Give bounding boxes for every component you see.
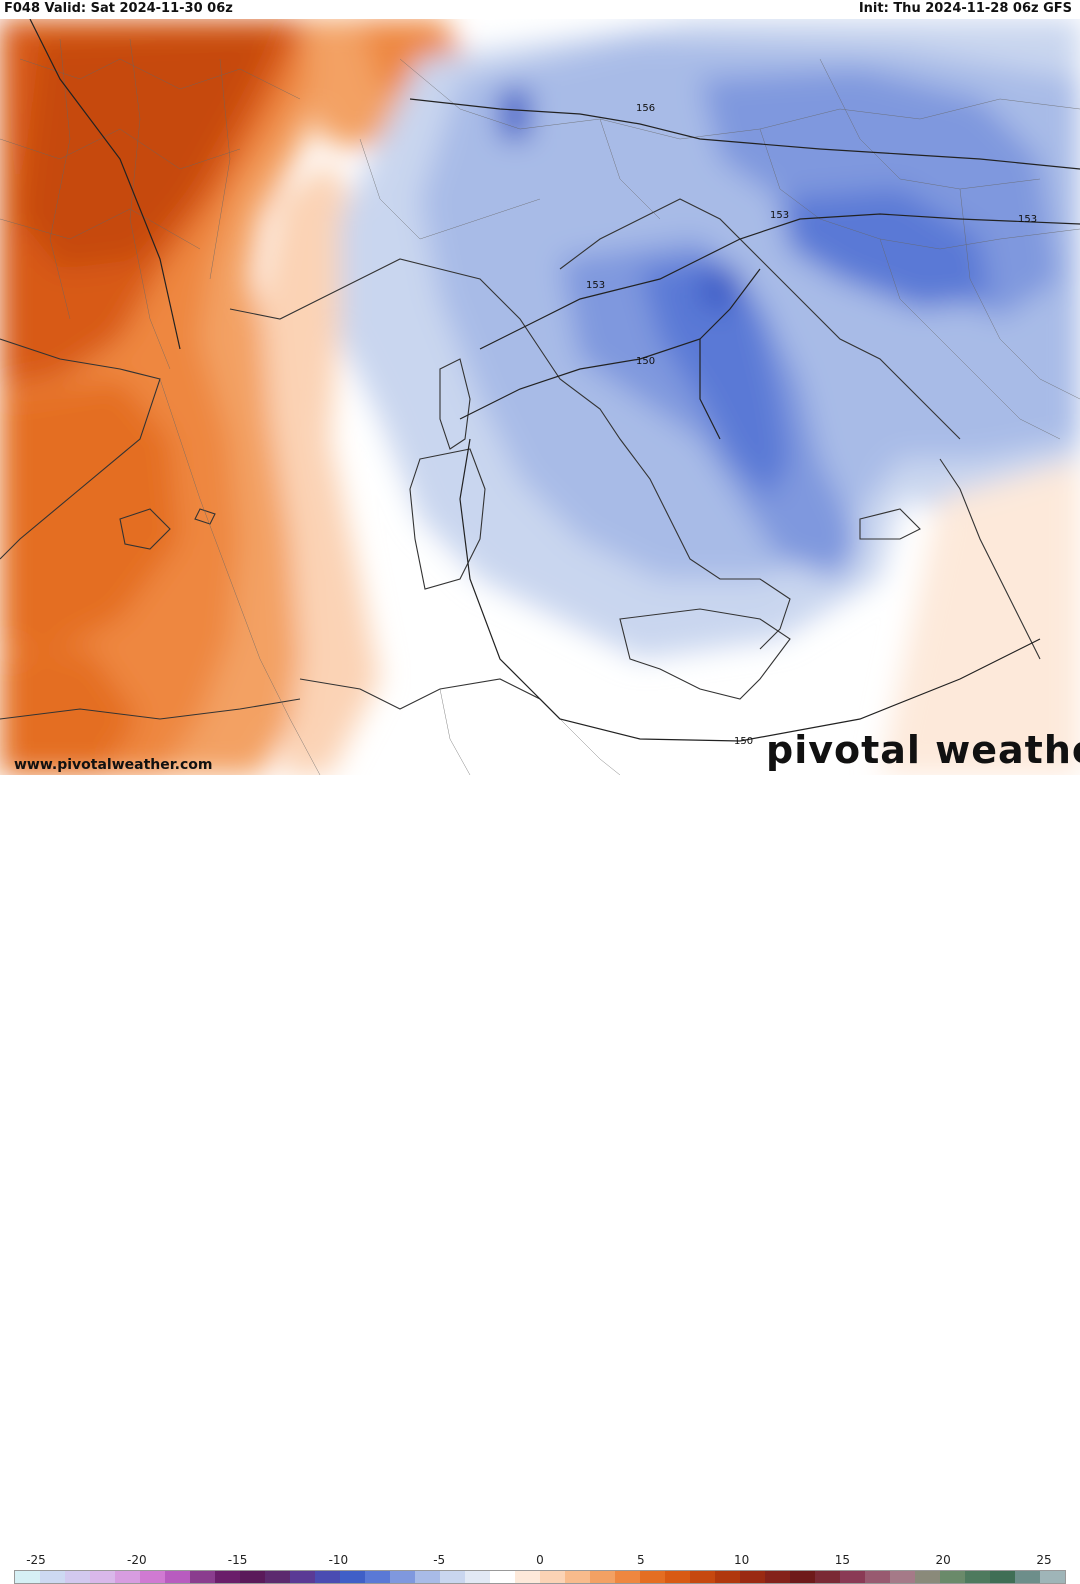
legend-swatch — [515, 1571, 540, 1583]
legend-swatch — [540, 1571, 565, 1583]
legend-swatch — [840, 1571, 865, 1583]
legend-swatch — [265, 1571, 290, 1583]
legend-swatch — [1040, 1571, 1065, 1583]
temperature-map: 156 153 153 153 150 150 — [0, 19, 1080, 775]
legend-swatch — [690, 1571, 715, 1583]
legend-swatch — [990, 1571, 1015, 1583]
legend-swatch — [165, 1571, 190, 1583]
legend-swatch — [90, 1571, 115, 1583]
header-bar: F048 Valid: Sat 2024-11-30 06z Init: Thu… — [0, 0, 1080, 19]
temperature-field — [0, 19, 1080, 775]
legend-tick-label: 25 — [1036, 1553, 1052, 1567]
legend-swatch — [765, 1571, 790, 1583]
contour-label: 150 — [734, 736, 753, 747]
legend-tick-label: -25 — [26, 1553, 46, 1567]
legend-tick-label: 20 — [935, 1553, 951, 1567]
legend-tick-label: -15 — [227, 1553, 248, 1567]
legend-swatch — [465, 1571, 490, 1583]
contour-labels: 156 153 153 153 150 150 — [586, 103, 1037, 747]
legend-swatch — [590, 1571, 615, 1583]
legend-tick-label: 15 — [834, 1553, 851, 1567]
contour-label: 153 — [1018, 214, 1037, 225]
legend-swatch — [415, 1571, 440, 1583]
legend-swatch — [365, 1571, 390, 1583]
legend-swatch — [865, 1571, 890, 1583]
legend-swatch — [440, 1571, 465, 1583]
admin-borders — [0, 38, 1080, 775]
legend-swatch — [40, 1571, 65, 1583]
legend-swatch — [965, 1571, 990, 1583]
legend-swatch — [290, 1571, 315, 1583]
legend-tick-label: -5 — [433, 1553, 446, 1567]
legend-swatch — [890, 1571, 915, 1583]
coastlines — [0, 198, 1041, 720]
legend-swatch — [790, 1571, 815, 1583]
legend-swatch — [140, 1571, 165, 1583]
valid-time-label: F048 Valid: Sat 2024-11-30 06z — [4, 1, 233, 16]
legend-swatch — [315, 1571, 340, 1583]
legend-swatch — [940, 1571, 965, 1583]
legend-swatch — [565, 1571, 590, 1583]
brand-watermark: pivotal weather — [766, 728, 1080, 772]
color-legend: -25 -20 -15 -10 -5 0 5 10 15 20 25 — [0, 775, 1080, 1584]
contour-label: 150 — [636, 356, 655, 367]
site-url[interactable]: www.pivotalweather.com — [14, 757, 213, 773]
contour-label: 153 — [586, 280, 605, 291]
init-time-label: Init: Thu 2024-11-28 06z GFS — [858, 1, 1072, 16]
legend-swatch — [615, 1571, 640, 1583]
legend-swatch — [15, 1571, 40, 1583]
legend-swatch — [65, 1571, 90, 1583]
legend-ticks: -25 -20 -15 -10 -5 0 5 10 15 20 25 — [0, 1553, 1080, 1569]
legend-swatch — [640, 1571, 665, 1583]
legend-swatch — [665, 1571, 690, 1583]
legend-swatch — [240, 1571, 265, 1583]
legend-swatch — [115, 1571, 140, 1583]
height-contours — [29, 19, 1080, 742]
legend-swatch — [915, 1571, 940, 1583]
legend-swatch — [340, 1571, 365, 1583]
legend-swatch — [815, 1571, 840, 1583]
legend-swatch — [715, 1571, 740, 1583]
legend-colorbar — [14, 1570, 1066, 1584]
legend-tick-label: -20 — [126, 1553, 147, 1567]
legend-swatch — [740, 1571, 765, 1583]
legend-swatch — [1015, 1571, 1040, 1583]
legend-tick-label: -10 — [328, 1553, 349, 1567]
map-panel[interactable]: 156 153 153 153 150 150 — [0, 19, 1080, 775]
legend-tick-label: 5 — [636, 1553, 645, 1567]
legend-swatch — [490, 1571, 515, 1583]
legend-tick-label: 0 — [536, 1553, 544, 1567]
legend-tick-label: 10 — [733, 1553, 750, 1567]
legend-swatch — [215, 1571, 240, 1583]
contour-label: 156 — [636, 103, 655, 114]
contour-label: 153 — [770, 210, 789, 221]
legend-swatch — [190, 1571, 215, 1583]
legend-swatch — [390, 1571, 415, 1583]
